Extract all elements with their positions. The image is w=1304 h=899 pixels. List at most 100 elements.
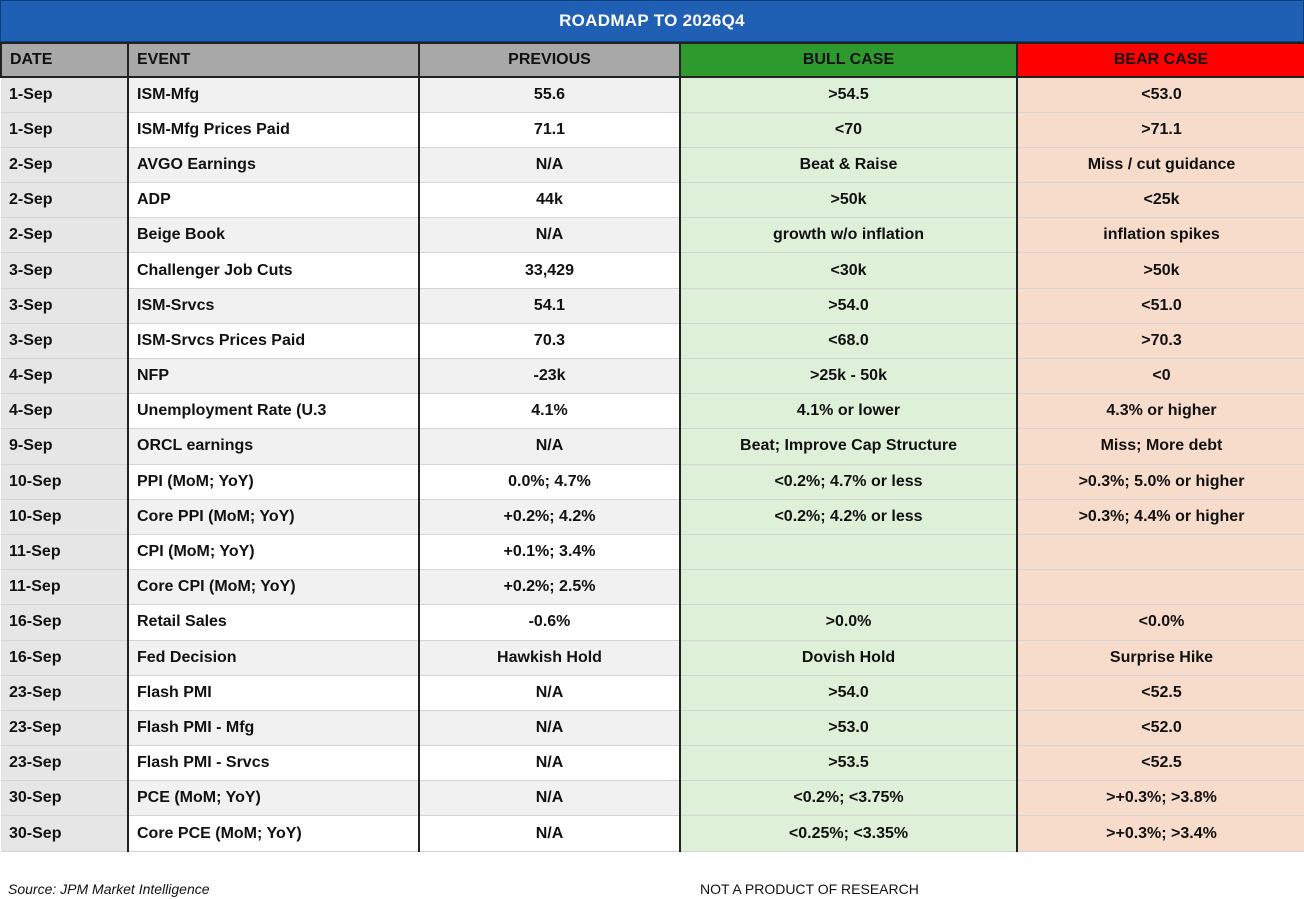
table-row: 10-Sep PPI (MoM; YoY) 0.0%; 4.7% <0.2%; 4.7… — [1, 464, 1304, 500]
cell-bull-case: Beat; Improve Cap Structure — [680, 428, 1018, 465]
cell-event: Core PPI (MoM; YoY) — [128, 499, 420, 535]
table-row: 30-Sep PCE (MoM; YoY) N/A <0.2%; <3.75% >+0.… — [1, 780, 1304, 817]
cell-previous: 70.3 — [419, 323, 681, 360]
cell-bear-case: <52.0 — [1017, 710, 1304, 747]
cell-date: 3-Sep — [1, 288, 129, 324]
disclaimer-note: NOT A PRODUCT OF RESEARCH — [700, 881, 919, 897]
cell-previous: +0.1%; 3.4% — [419, 534, 681, 571]
cell-event: ISM-Srvcs Prices Paid — [128, 323, 420, 360]
table-row: 10-Sep Core PPI (MoM; YoY) +0.2%; 4.2% <0.2… — [1, 499, 1304, 535]
cell-bear-case: >0.3%; 5.0% or higher — [1017, 464, 1304, 500]
cell-previous: N/A — [419, 815, 681, 852]
cell-event: Beige Book — [128, 217, 420, 254]
cell-event: ISM-Srvcs — [128, 288, 420, 324]
roadmap-table: DATE EVENT PREVIOUS BULL CASE BEAR CASE … — [0, 42, 1304, 852]
cell-bull-case: <70 — [680, 112, 1018, 148]
cell-bear-case: <53.0 — [1017, 77, 1304, 113]
cell-previous: 44k — [419, 182, 681, 219]
cell-bear-case: >+0.3%; >3.4% — [1017, 815, 1304, 852]
cell-event: ADP — [128, 182, 420, 219]
cell-previous: -23k — [419, 358, 681, 395]
cell-bull-case: growth w/o inflation — [680, 217, 1018, 254]
cell-bull-case: >25k - 50k — [680, 358, 1018, 395]
table-row: 30-Sep Core PCE (MoM; YoY) N/A <0.25%; <3.3… — [1, 815, 1304, 852]
cell-date: 23-Sep — [1, 675, 129, 711]
column-header-event: EVENT — [127, 42, 420, 78]
table-row: 23-Sep Flash PMI N/A >54.0 <52.5 — [1, 675, 1304, 711]
cell-previous: +0.2%; 2.5% — [419, 569, 681, 606]
cell-bear-case: Miss / cut guidance — [1017, 147, 1304, 184]
cell-bear-case — [1017, 534, 1304, 571]
cell-event: Retail Sales — [128, 604, 420, 641]
cell-event: NFP — [128, 358, 420, 395]
column-header-bull: BULL CASE — [679, 42, 1018, 78]
cell-bear-case: >+0.3%; >3.8% — [1017, 780, 1304, 817]
cell-bull-case: >53.0 — [680, 710, 1018, 747]
cell-date: 30-Sep — [1, 815, 129, 852]
cell-bear-case: >70.3 — [1017, 323, 1304, 360]
cell-bull-case: <0.2%; 4.2% or less — [680, 499, 1018, 535]
cell-previous: 71.1 — [419, 112, 681, 148]
cell-bear-case — [1017, 569, 1304, 606]
table-row: 3-Sep Challenger Job Cuts 33,429 <30k >50k — [1, 252, 1304, 289]
cell-bull-case — [680, 569, 1018, 606]
cell-bull-case: >50k — [680, 182, 1018, 219]
cell-event: Challenger Job Cuts — [128, 252, 420, 289]
table-row: 1-Sep ISM-Mfg Prices Paid 71.1 <70 >71.1 — [1, 112, 1304, 148]
cell-previous: 0.0%; 4.7% — [419, 464, 681, 500]
cell-previous: -0.6% — [419, 604, 681, 641]
cell-date: 10-Sep — [1, 499, 129, 535]
cell-bull-case: <0.25%; <3.35% — [680, 815, 1018, 852]
cell-event: ISM-Mfg Prices Paid — [128, 112, 420, 148]
cell-event: Unemployment Rate (U.3 — [128, 393, 420, 430]
cell-previous: N/A — [419, 147, 681, 184]
cell-bear-case: >71.1 — [1017, 112, 1304, 148]
cell-bull-case: >53.5 — [680, 745, 1018, 782]
cell-bull-case: Beat & Raise — [680, 147, 1018, 184]
cell-date: 1-Sep — [1, 77, 129, 113]
cell-date: 2-Sep — [1, 217, 129, 254]
cell-date: 10-Sep — [1, 464, 129, 500]
cell-bull-case: Dovish Hold — [680, 640, 1018, 676]
table-row: 2-Sep AVGO Earnings N/A Beat & Raise Miss / … — [1, 147, 1304, 184]
table-row: 23-Sep Flash PMI - Mfg N/A >53.0 <52.0 — [1, 710, 1304, 747]
cell-bull-case: >0.0% — [680, 604, 1018, 641]
page-title: ROADMAP TO 2026Q4 — [0, 0, 1304, 42]
cell-previous: N/A — [419, 428, 681, 465]
table-row: 11-Sep Core CPI (MoM; YoY) +0.2%; 2.5% — [1, 569, 1304, 606]
cell-event: Fed Decision — [128, 640, 420, 676]
column-header-date: DATE — [0, 42, 129, 78]
cell-previous: N/A — [419, 217, 681, 254]
cell-date: 3-Sep — [1, 252, 129, 289]
cell-previous: +0.2%; 4.2% — [419, 499, 681, 535]
cell-bear-case: <0 — [1017, 358, 1304, 395]
cell-event: PCE (MoM; YoY) — [128, 780, 420, 817]
cell-event: ORCL earnings — [128, 428, 420, 465]
cell-date: 23-Sep — [1, 710, 129, 747]
cell-date: 9-Sep — [1, 428, 129, 465]
cell-date: 2-Sep — [1, 182, 129, 219]
cell-bear-case: >50k — [1017, 252, 1304, 289]
cell-date: 23-Sep — [1, 745, 129, 782]
cell-event: PPI (MoM; YoY) — [128, 464, 420, 500]
cell-previous: 33,429 — [419, 252, 681, 289]
cell-bear-case: Surprise Hike — [1017, 640, 1304, 676]
column-header-previous: PREVIOUS — [418, 42, 681, 78]
cell-bear-case: >0.3%; 4.4% or higher — [1017, 499, 1304, 535]
cell-bull-case: >54.0 — [680, 675, 1018, 711]
table-row: 16-Sep Retail Sales -0.6% >0.0% <0.0% — [1, 604, 1304, 641]
table-row: 3-Sep ISM-Srvcs Prices Paid 70.3 <68.0 >70.3 — [1, 323, 1304, 360]
table-row: 11-Sep CPI (MoM; YoY) +0.1%; 3.4% — [1, 534, 1304, 571]
cell-previous: 54.1 — [419, 288, 681, 324]
cell-date: 3-Sep — [1, 323, 129, 360]
cell-bull-case: 4.1% or lower — [680, 393, 1018, 430]
cell-date: 4-Sep — [1, 358, 129, 395]
cell-bear-case: <51.0 — [1017, 288, 1304, 324]
cell-previous: 55.6 — [419, 77, 681, 113]
cell-bear-case: <25k — [1017, 182, 1304, 219]
cell-event: Flash PMI - Srvcs — [128, 745, 420, 782]
cell-previous: 4.1% — [419, 393, 681, 430]
cell-bull-case: <0.2%; <3.75% — [680, 780, 1018, 817]
table-row: 2-Sep ADP 44k >50k <25k — [1, 182, 1304, 219]
cell-bear-case: Miss; More debt — [1017, 428, 1304, 465]
